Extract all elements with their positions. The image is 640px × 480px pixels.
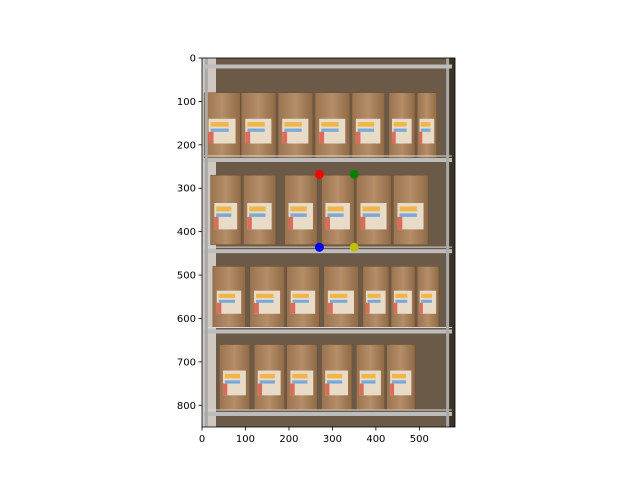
coffee-bag (219, 344, 251, 410)
shelf-post (446, 58, 450, 427)
coffee-bag (362, 266, 390, 328)
y-tick-label: 300 (177, 184, 196, 195)
shelf-rack (204, 326, 452, 334)
coffee-bag (416, 266, 440, 328)
coffee-bag (243, 174, 277, 245)
x-tick-label: 200 (279, 434, 298, 445)
coffee-bag (388, 92, 416, 159)
shelf-rack-top (204, 64, 452, 69)
wall-right (447, 58, 455, 427)
coffee-bag (416, 92, 437, 159)
y-axis: 0 100 200 300 400 500 600 700 800 (177, 54, 202, 412)
coffee-bag (386, 344, 416, 410)
shelf-post (204, 58, 208, 427)
coffee-bag (356, 344, 385, 410)
y-tick-label: 800 (177, 401, 196, 412)
coffee-bag (314, 92, 351, 159)
coffee-bag (393, 174, 429, 245)
x-tick-label: 100 (236, 434, 255, 445)
shelf-rack (204, 409, 452, 416)
coffee-bag (356, 174, 392, 245)
coffee-bag (210, 174, 242, 245)
y-tick-label: 100 (177, 97, 196, 108)
point-marker (349, 169, 359, 179)
coffee-bag (249, 266, 285, 328)
coffee-bag (323, 266, 359, 328)
coffee-bag (390, 266, 416, 328)
point-marker (314, 242, 324, 252)
x-tick-label: 0 (199, 434, 205, 445)
y-tick-label: 400 (177, 227, 196, 238)
y-tick-label: 500 (177, 271, 196, 282)
shelf-rack (204, 246, 452, 254)
coffee-bag (321, 344, 353, 410)
coffee-bag (286, 266, 320, 328)
x-axis: 0 100 200 300 400 500 (199, 427, 429, 445)
coffee-bag (212, 266, 246, 328)
marker-series (314, 169, 359, 252)
shelf-rack (204, 155, 452, 163)
coffee-bag (253, 344, 285, 410)
coffee-bag (240, 92, 277, 159)
x-tick-label: 500 (410, 434, 429, 445)
coffee-bag (351, 92, 385, 159)
coffee-bag (284, 174, 318, 245)
coffee-bag (277, 92, 314, 159)
shelf-photo (202, 58, 455, 427)
point-marker (349, 242, 359, 252)
point-marker (314, 169, 324, 179)
y-tick-label: 700 (177, 357, 196, 368)
plot-frame (201, 57, 456, 428)
x-tick-label: 300 (323, 434, 342, 445)
coffee-bag (286, 344, 318, 410)
y-tick-label: 200 (177, 140, 196, 151)
y-tick-label: 0 (190, 54, 196, 65)
coffee-bag (321, 174, 355, 245)
y-tick-label: 600 (177, 314, 196, 325)
x-tick-label: 400 (366, 434, 385, 445)
coffee-bag (203, 92, 241, 159)
